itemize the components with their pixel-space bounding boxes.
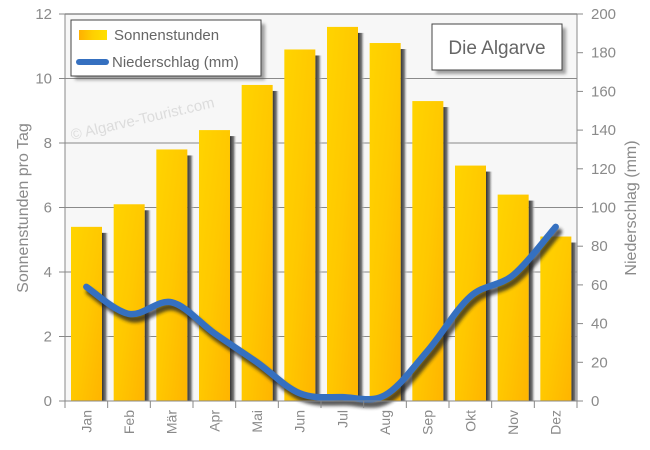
left-tick-label: 2 <box>44 329 52 346</box>
sunshine-bar <box>455 165 486 401</box>
right-tick-label: 100 <box>591 200 616 217</box>
left-axis-ticks: 0 2 4 6 8 10 12 <box>35 6 65 410</box>
sunshine-bars <box>71 26 579 402</box>
month-label: Aug <box>377 410 393 435</box>
month-label: Sep <box>420 410 436 435</box>
month-label: Jun <box>292 410 308 433</box>
x-axis-ticks: Jan Feb Mär Apr Mai Jun Jul Aug Sep Okt Nov Dez <box>64 401 578 435</box>
sunshine-bar <box>113 204 145 401</box>
left-tick-label: 0 <box>44 393 52 410</box>
title-box: Die Algarve <box>431 23 566 74</box>
left-tick-label: 6 <box>44 200 52 217</box>
month-label: Mär <box>164 410 180 434</box>
sunshine-bar <box>284 49 316 401</box>
precipitation-line <box>83 223 563 408</box>
month-label: Jan <box>78 410 94 433</box>
right-tick-label: 0 <box>591 393 599 410</box>
right-tick-label: 200 <box>591 6 616 23</box>
legend-bar-swatch <box>79 30 107 40</box>
sunshine-bar <box>199 130 230 401</box>
month-label: Apr <box>206 410 222 432</box>
sunshine-bar <box>71 226 102 401</box>
legend: Sonnenstunden Niederschlag (mm) <box>70 19 265 80</box>
month-label: Mai <box>249 410 265 433</box>
right-tick-label: 60 <box>591 277 608 294</box>
month-label: Dez <box>548 410 564 435</box>
legend-label-precipitation: Niederschlag (mm) <box>112 54 239 71</box>
precipitation-line-path <box>83 223 559 403</box>
chart-title: Die Algarve <box>448 38 545 59</box>
month-label: Feb <box>121 410 137 434</box>
right-tick-label: 40 <box>591 316 608 333</box>
month-label: Nov <box>505 410 521 435</box>
month-label: Jul <box>334 410 350 428</box>
sunshine-bar <box>327 26 358 402</box>
legend-label-sunshine: Sonnenstunden <box>114 27 219 44</box>
right-tick-label: 80 <box>591 238 608 255</box>
left-axis-title: Sonnenstunden pro Tag <box>15 123 32 293</box>
month-label: Okt <box>462 410 478 432</box>
right-tick-label: 180 <box>591 45 616 62</box>
sunshine-bar <box>497 194 529 401</box>
right-axis-ticks: 0 20 40 60 80 100 120 140 160 180 200 <box>577 6 616 410</box>
left-tick-label: 8 <box>44 135 52 152</box>
right-tick-label: 140 <box>591 122 616 139</box>
right-tick-label: 20 <box>591 354 608 371</box>
sunshine-bar <box>241 84 273 401</box>
left-tick-label: 10 <box>35 71 52 88</box>
left-tick-label: 12 <box>35 6 52 23</box>
sunshine-bar <box>156 149 188 401</box>
right-tick-label: 120 <box>591 161 616 178</box>
right-tick-label: 160 <box>591 83 616 100</box>
right-axis-title: Niederschlag (mm) <box>623 140 640 275</box>
sunshine-bar <box>540 236 572 401</box>
left-tick-label: 4 <box>44 264 52 281</box>
sunshine-bar <box>369 43 401 402</box>
